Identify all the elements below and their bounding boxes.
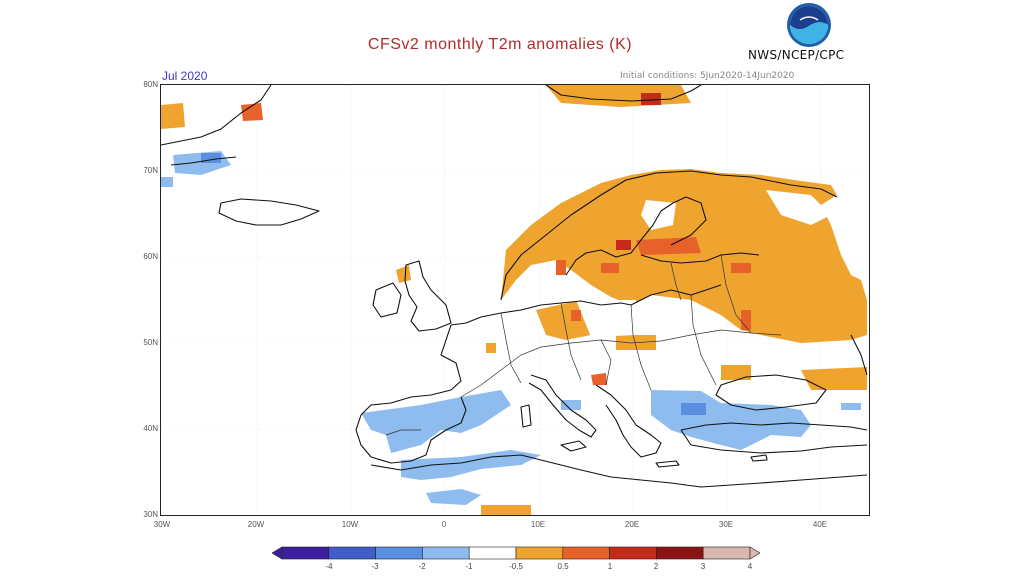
- coastlines: [161, 85, 868, 488]
- lon-label-30e: 30E: [718, 520, 734, 529]
- colorbar-label: -4: [325, 562, 333, 571]
- colorbar-label: -3: [371, 562, 379, 571]
- forecast-period: Jul 2020: [162, 69, 208, 83]
- colorbar-swatch-6: [515, 546, 564, 560]
- lon-label-0: 0: [441, 520, 447, 529]
- noaa-logo: [787, 3, 831, 47]
- colorbar-label: -1: [465, 562, 473, 571]
- lon-label-20e: 20E: [624, 520, 640, 529]
- colorbar-swatch-7: [562, 546, 610, 560]
- neutral-gap: [576, 190, 831, 337]
- map-canvas: [161, 85, 869, 515]
- lat-label-70n: 70N: [143, 166, 158, 175]
- colorbar-swatch-9: [656, 546, 704, 560]
- lon-label-30w: 30W: [153, 520, 171, 529]
- colorbar-label: 1: [607, 562, 613, 571]
- strong-warm-fills: [241, 103, 751, 385]
- lon-label-10e: 10E: [530, 520, 546, 529]
- country-borders: [385, 254, 782, 436]
- map-title: CFSv2 monthly T2m anomalies (K): [367, 36, 633, 53]
- colorbar-label: -2: [418, 562, 426, 571]
- colorbar-swatch-1: [281, 546, 330, 560]
- colorbar-arrow-low: [272, 546, 283, 560]
- lat-label-40n: 40N: [143, 424, 158, 433]
- colorbar-swatch-3: [375, 546, 423, 560]
- colorbar-swatch-4: [422, 546, 470, 560]
- lat-label-50n: 50N: [143, 338, 158, 347]
- colorbar-label: 3: [700, 562, 706, 571]
- lat-label-60n: 60N: [143, 252, 158, 261]
- colorbar-label: 2: [653, 562, 659, 571]
- colorbar-label: -0.5: [509, 562, 523, 571]
- colorbar-swatch-2: [328, 546, 376, 560]
- lon-label-40e: 40E: [812, 520, 828, 529]
- colorbar-arrow-high: [749, 546, 760, 560]
- colorbar: [272, 546, 760, 560]
- colorbar-label: 0.5: [557, 562, 569, 571]
- lon-label-20w: 20W: [247, 520, 265, 529]
- colorbar-swatch-10: [702, 546, 751, 560]
- initial-conditions: Initial conditions: 5Jun2020-14Jun2020: [620, 71, 795, 81]
- lon-label-10w: 10W: [341, 520, 359, 529]
- colorbar-swatch-8: [609, 546, 657, 560]
- agency-label: NWS/NCEP/CPC: [748, 48, 845, 62]
- lat-label-30n: 30N: [143, 510, 158, 519]
- colorbar-label: 4: [747, 562, 753, 571]
- anomaly-map: [160, 84, 870, 516]
- very-warm-fills: [616, 93, 661, 250]
- colorbar-swatch-5: [468, 546, 517, 560]
- lat-label-80n: 80N: [143, 80, 158, 89]
